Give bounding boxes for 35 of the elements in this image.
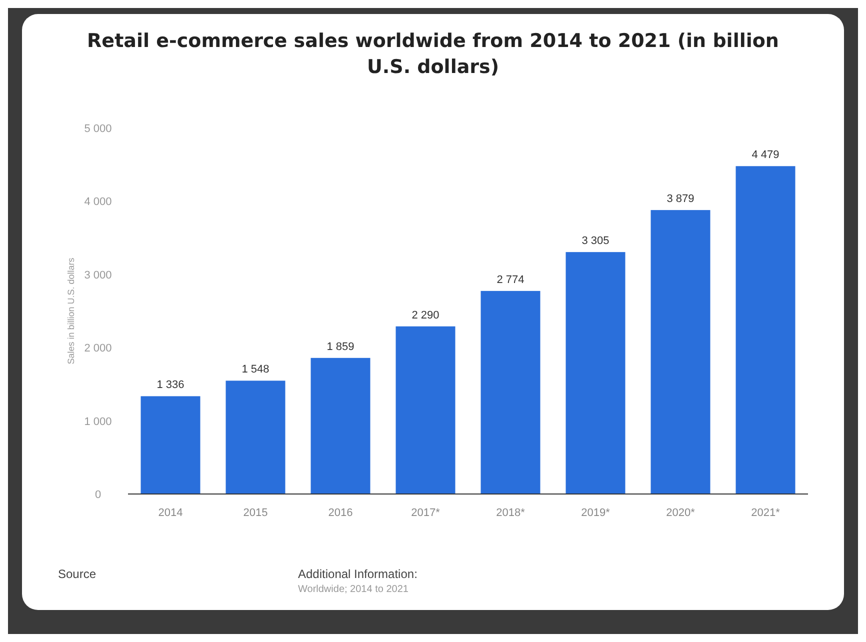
data-label: 2 290 bbox=[412, 309, 440, 322]
x-tick-label: 2021* bbox=[751, 507, 781, 519]
data-label: 4 479 bbox=[752, 149, 780, 162]
x-tick-label: 2015 bbox=[243, 507, 268, 519]
data-label: 2 774 bbox=[496, 274, 524, 286]
y-tick-label: 3 000 bbox=[84, 269, 112, 282]
data-label: 1 859 bbox=[326, 340, 354, 353]
x-tick-label: 2018* bbox=[496, 507, 526, 519]
y-tick-label: 0 bbox=[94, 489, 102, 501]
text: Additional Information: bbox=[298, 567, 418, 581]
x-tick-label: 2019* bbox=[581, 507, 611, 519]
y-tick-label: 1 000 bbox=[84, 416, 112, 428]
y-axis-title: Sales in billion U.S. dollars bbox=[66, 257, 76, 364]
bar bbox=[310, 358, 370, 494]
y-tick-label: 5 000 bbox=[84, 123, 112, 135]
bar bbox=[736, 166, 796, 494]
bar bbox=[140, 396, 200, 494]
bar bbox=[566, 252, 626, 494]
bar bbox=[226, 380, 286, 494]
y-tick-label: 4 000 bbox=[84, 196, 112, 208]
y-tick-label: 2 000 bbox=[84, 342, 112, 355]
x-tick-label: 2014 bbox=[158, 507, 183, 519]
bar bbox=[396, 326, 456, 494]
data-label: 3 879 bbox=[666, 193, 694, 206]
bar bbox=[480, 290, 540, 494]
bar bbox=[650, 210, 710, 494]
text: Source bbox=[58, 567, 96, 581]
x-tick-label: 2016 bbox=[328, 507, 353, 519]
data-label: 3 305 bbox=[582, 235, 610, 248]
text: Worldwide; 2014 to 2021 bbox=[298, 584, 409, 595]
data-label: 1 548 bbox=[242, 364, 270, 376]
chart-title: Retail e-commerce sales worldwide from 2014 to 2021 (in billion U.S. dollars) bbox=[86, 29, 780, 80]
data-label: 1 336 bbox=[156, 379, 184, 392]
x-tick-label: 2020* bbox=[666, 507, 696, 519]
x-tick-label: 2017* bbox=[411, 507, 441, 519]
